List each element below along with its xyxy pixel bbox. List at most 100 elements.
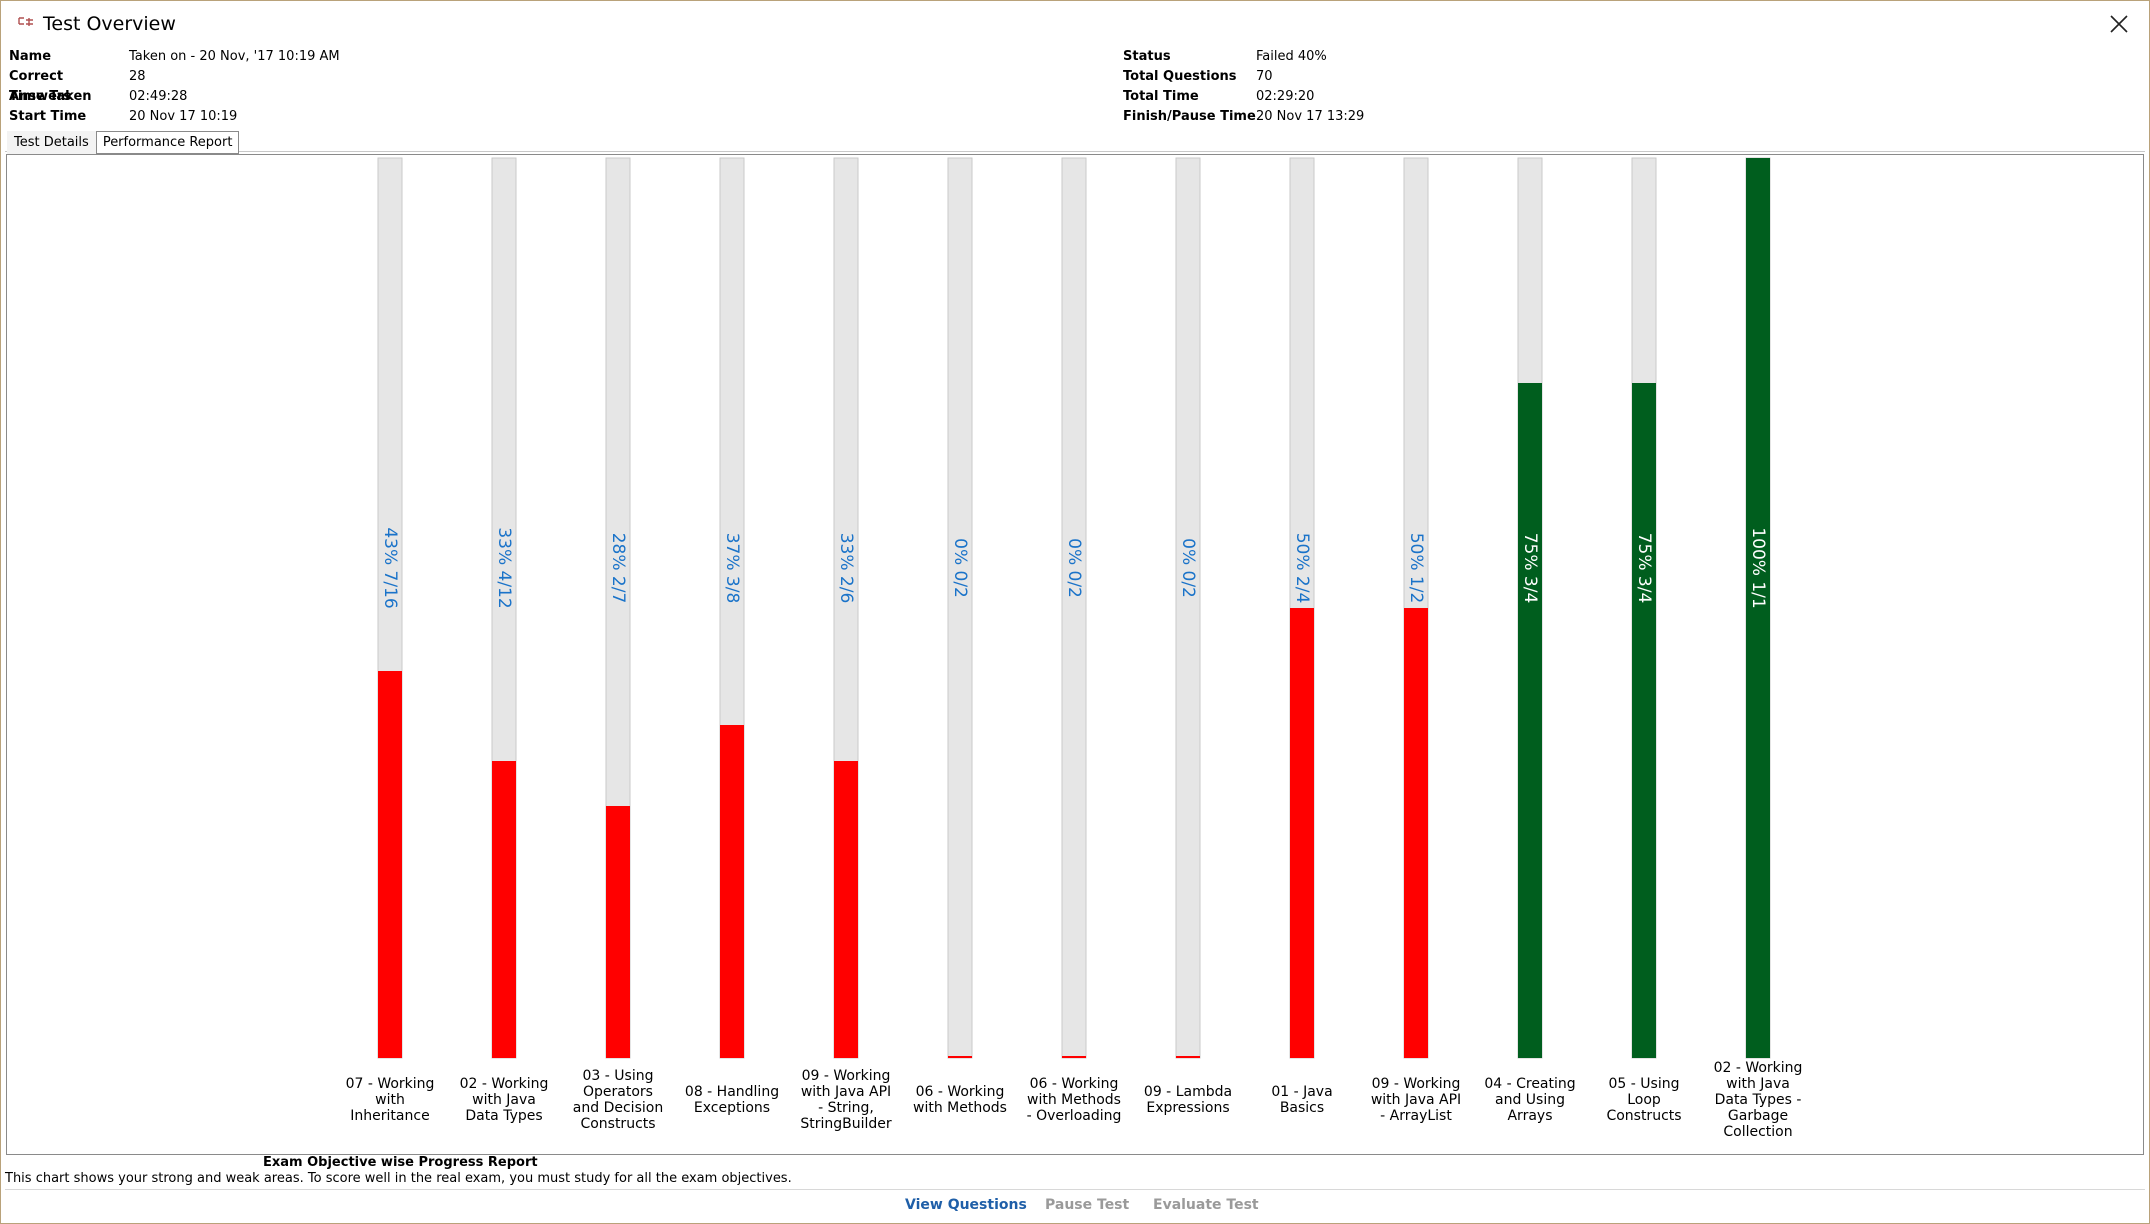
- info-row-status: Status Failed 40%: [1123, 47, 1364, 67]
- category-label: 01 - Java Basics: [1271, 1084, 1332, 1116]
- category-label-line: - ArrayList: [1380, 1108, 1452, 1124]
- category-label-line: Garbage: [1728, 1108, 1788, 1124]
- category-label-line: Operators: [583, 1084, 653, 1100]
- category-label-line: Expressions: [1146, 1100, 1229, 1116]
- category-label: 07 - Working with Inheritance: [346, 1076, 435, 1124]
- bar: [1518, 383, 1542, 1058]
- category-label-line: Constructs: [1606, 1108, 1681, 1124]
- tab-performance-report[interactable]: Performance Report: [95, 131, 240, 154]
- info-label: Time Taken: [9, 89, 92, 104]
- category-label-line: Constructs: [580, 1116, 655, 1132]
- tab-test-details[interactable]: Test Details: [7, 131, 96, 154]
- category-label: 09 - Working with Java API - String, String…: [800, 1068, 892, 1132]
- category-label-line: with Java API: [801, 1084, 891, 1100]
- category-label-line: StringBuilder: [800, 1116, 892, 1132]
- tab-divider: [5, 151, 2145, 152]
- info-row-total-time: Total Time 02:29:20: [1123, 87, 1364, 107]
- view-questions-button[interactable]: View Questions: [905, 1197, 1027, 1213]
- bar: [1290, 608, 1314, 1058]
- bar-value-label: 33% 2/6: [836, 533, 856, 604]
- info-value: 02:29:20: [1256, 89, 1315, 104]
- category-label-line: Data Types: [465, 1108, 542, 1124]
- bar-track: [1175, 157, 1201, 1059]
- category-label: 04 - Creating and Using Arrays: [1484, 1076, 1575, 1124]
- category-label-line: and Using: [1495, 1092, 1565, 1108]
- category-label-line: 01 - Java: [1271, 1084, 1332, 1100]
- bar-track: [947, 157, 973, 1059]
- bar: [720, 725, 744, 1058]
- bar-value-label: 43% 7/16: [380, 527, 400, 608]
- info-value: 20 Nov 17 13:29: [1256, 109, 1365, 124]
- tab-bar: Test Details Performance Report: [7, 131, 240, 154]
- category-label-line: Loop: [1627, 1092, 1661, 1108]
- bar-value-label: 100% 1/1: [1748, 527, 1768, 608]
- category-label-line: - Overloading: [1027, 1108, 1122, 1124]
- bar-value-label: 28% 2/7: [608, 533, 628, 604]
- category-label-line: 03 - Using: [583, 1068, 654, 1084]
- caption-title: Exam Objective wise Progress Report: [263, 1155, 538, 1170]
- bar-value-label: 0% 0/2: [950, 538, 970, 598]
- info-label: Finish/Pause Time: [1123, 109, 1256, 124]
- info-row-name: Name Taken on - 20 Nov, '17 10:19 AM: [9, 47, 340, 67]
- category-label-line: with Methods: [1027, 1092, 1121, 1108]
- bar-value-label: 50% 1/2: [1406, 533, 1426, 604]
- bar: [1404, 608, 1428, 1058]
- category-label-line: Basics: [1280, 1100, 1324, 1116]
- category-label-line: 09 - Working: [802, 1068, 891, 1084]
- category-label-line: Inheritance: [350, 1108, 429, 1124]
- category-label: 09 - Working with Java API - ArrayList: [1371, 1076, 1461, 1124]
- bar: [1632, 383, 1656, 1058]
- performance-chart-panel: 43% 7/16 07 - Working with Inheritance 33% 4…: [6, 154, 2144, 1155]
- category-label-line: with: [375, 1092, 405, 1108]
- category-label: 09 - Lambda Expressions: [1144, 1084, 1232, 1116]
- category-label-line: - String,: [818, 1100, 874, 1116]
- info-label: Status: [1123, 49, 1171, 64]
- category-label-line: 06 - Working: [916, 1084, 1005, 1100]
- app-icon: [18, 17, 33, 26]
- info-value: 20 Nov 17 10:19: [129, 109, 238, 124]
- bar-value-label: 0% 0/2: [1178, 538, 1198, 598]
- category-label-line: with Java API: [1371, 1092, 1461, 1108]
- test-info-right: Status Failed 40% Total Questions 70 Total…: [1123, 47, 1364, 127]
- info-value: 02:49:28: [129, 89, 188, 104]
- category-label-line: Exceptions: [694, 1100, 770, 1116]
- category-label: 02 - Working with Java Data Types: [460, 1076, 549, 1124]
- bar: [1176, 1056, 1200, 1058]
- performance-chart: 43% 7/16 07 - Working with Inheritance 33% 4…: [346, 157, 1803, 1140]
- bar: [1746, 158, 1770, 1058]
- category-label-line: 02 - Working: [460, 1076, 549, 1092]
- bar-value-label: 75% 3/4: [1634, 533, 1654, 604]
- title-bar: Test Overview: [1, 1, 2149, 47]
- info-row-total-questions: Total Questions 70: [1123, 67, 1364, 87]
- info-value: Taken on - 20 Nov, '17 10:19 AM: [129, 49, 340, 64]
- info-label: Total Questions: [1123, 69, 1237, 84]
- evaluate-test-button[interactable]: Evaluate Test: [1153, 1197, 1259, 1213]
- chart-caption: Exam Objective wise Progress Report This…: [5, 1155, 792, 1187]
- category-label: 02 - Working with Java Data Types -Garbage…: [1714, 1060, 1803, 1140]
- category-label: 08 - Handling Exceptions: [685, 1084, 779, 1116]
- category-label-line: 08 - Handling: [685, 1084, 779, 1100]
- close-icon: [2110, 15, 2128, 33]
- info-label: Total Time: [1123, 89, 1199, 104]
- category-label-line: with Methods: [913, 1100, 1007, 1116]
- info-row-correct-answers: Correct Answers 28: [9, 67, 340, 104]
- category-label-line: Data Types -: [1715, 1092, 1802, 1108]
- info-label: Start Time: [9, 109, 87, 124]
- info-value: 70: [1256, 69, 1273, 84]
- bar: [948, 1056, 972, 1058]
- category-label-line: 05 - Using: [1609, 1076, 1680, 1092]
- info-value: Failed 40%: [1256, 49, 1327, 64]
- info-row-finish-time: Finish/Pause Time 20 Nov 17 13:29: [1123, 107, 1364, 127]
- bar: [1062, 1056, 1086, 1058]
- bar-value-label: 50% 2/4: [1292, 533, 1312, 604]
- close-button[interactable]: [2099, 7, 2139, 41]
- bar: [492, 761, 516, 1058]
- bar: [378, 671, 402, 1058]
- pause-test-button[interactable]: Pause Test: [1045, 1197, 1130, 1213]
- category-label-line: with Java: [472, 1092, 536, 1108]
- category-label-line: 07 - Working: [346, 1076, 435, 1092]
- bottom-divider: [5, 1189, 2145, 1190]
- category-label-line: Collection: [1723, 1124, 1792, 1140]
- category-label-line: 09 - Lambda: [1144, 1084, 1232, 1100]
- bar: [606, 806, 630, 1058]
